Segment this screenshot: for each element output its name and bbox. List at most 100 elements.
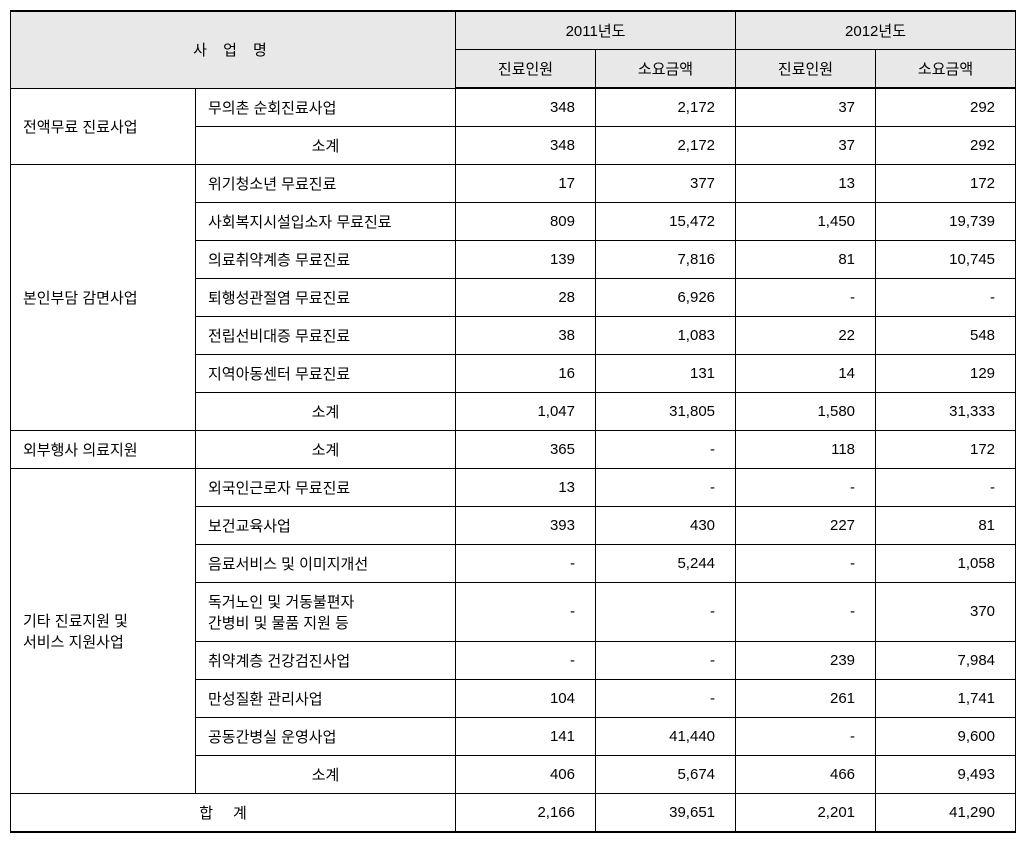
data-cell: 548 bbox=[876, 316, 1016, 354]
data-cell: - bbox=[596, 641, 736, 679]
data-cell: 22 bbox=[736, 316, 876, 354]
category-cell: 기타 진료지원 및 서비스 지원사업 bbox=[11, 468, 196, 793]
data-cell: 141 bbox=[456, 717, 596, 755]
table-header: 사 업 명 2011년도 2012년도 진료인원 소요금액 진료인원 소요금액 bbox=[11, 11, 1016, 88]
data-cell: 1,047 bbox=[456, 392, 596, 430]
header-y1-person: 진료인원 bbox=[456, 50, 596, 89]
subcategory-cell: 무의촌 순회진료사업 bbox=[196, 88, 456, 126]
header-y2-person: 진료인원 bbox=[736, 50, 876, 89]
category-cell: 본인부담 감면사업 bbox=[11, 164, 196, 430]
data-cell: 292 bbox=[876, 88, 1016, 126]
subcategory-cell: 퇴행성관절염 무료진료 bbox=[196, 278, 456, 316]
data-cell: 37 bbox=[736, 88, 876, 126]
subcategory-cell: 지역아동센터 무료진료 bbox=[196, 354, 456, 392]
data-cell: 39,651 bbox=[596, 793, 736, 832]
header-y2-amount: 소요금액 bbox=[876, 50, 1016, 89]
subcategory-cell: 음료서비스 및 이미지개선 bbox=[196, 544, 456, 582]
data-cell: 292 bbox=[876, 126, 1016, 164]
table-body: 전액무료 진료사업무의촌 순회진료사업3482,17237292소계3482,1… bbox=[11, 88, 1016, 832]
data-cell: - bbox=[736, 582, 876, 641]
data-cell: 41,290 bbox=[876, 793, 1016, 832]
subcategory-cell: 전립선비대증 무료진료 bbox=[196, 316, 456, 354]
data-cell: 19,739 bbox=[876, 202, 1016, 240]
subcategory-cell: 외국인근로자 무료진료 bbox=[196, 468, 456, 506]
total-row: 합계2,16639,6512,20141,290 bbox=[11, 793, 1016, 832]
data-cell: 430 bbox=[596, 506, 736, 544]
data-cell: 1,058 bbox=[876, 544, 1016, 582]
subcategory-cell: 취약계층 건강검진사업 bbox=[196, 641, 456, 679]
data-cell: 239 bbox=[736, 641, 876, 679]
subcategory-cell: 독거노인 및 거동불편자 간병비 및 물품 지원 등 bbox=[196, 582, 456, 641]
data-cell: 1,580 bbox=[736, 392, 876, 430]
data-cell: - bbox=[596, 468, 736, 506]
data-cell: - bbox=[596, 430, 736, 468]
data-cell: 2,166 bbox=[456, 793, 596, 832]
subtotal-label: 소계 bbox=[196, 392, 456, 430]
data-cell: 348 bbox=[456, 126, 596, 164]
data-cell: 2,172 bbox=[596, 126, 736, 164]
total-label: 합계 bbox=[11, 793, 456, 832]
data-cell: 31,805 bbox=[596, 392, 736, 430]
data-cell: - bbox=[456, 582, 596, 641]
data-cell: - bbox=[736, 544, 876, 582]
table-row: 전액무료 진료사업무의촌 순회진료사업3482,17237292 bbox=[11, 88, 1016, 126]
data-cell: 81 bbox=[736, 240, 876, 278]
data-cell: 129 bbox=[876, 354, 1016, 392]
data-cell: 17 bbox=[456, 164, 596, 202]
data-cell: - bbox=[456, 641, 596, 679]
header-y1-amount: 소요금액 bbox=[596, 50, 736, 89]
header-title: 사 업 명 bbox=[11, 11, 456, 88]
data-cell: 227 bbox=[736, 506, 876, 544]
subcategory-cell: 의료취약계층 무료진료 bbox=[196, 240, 456, 278]
data-cell: 131 bbox=[596, 354, 736, 392]
data-cell: 370 bbox=[876, 582, 1016, 641]
subcategory-cell: 만성질환 관리사업 bbox=[196, 679, 456, 717]
data-cell: 377 bbox=[596, 164, 736, 202]
data-cell: 13 bbox=[456, 468, 596, 506]
data-cell: 81 bbox=[876, 506, 1016, 544]
data-cell: 9,493 bbox=[876, 755, 1016, 793]
table-row: 기타 진료지원 및 서비스 지원사업외국인근로자 무료진료13--- bbox=[11, 468, 1016, 506]
data-cell: 28 bbox=[456, 278, 596, 316]
data-cell: 365 bbox=[456, 430, 596, 468]
subtotal-label: 소계 bbox=[196, 430, 456, 468]
business-table: 사 업 명 2011년도 2012년도 진료인원 소요금액 진료인원 소요금액 … bbox=[10, 10, 1016, 833]
subcategory-cell: 사회복지시설입소자 무료진료 bbox=[196, 202, 456, 240]
data-cell: 9,600 bbox=[876, 717, 1016, 755]
data-cell: 5,244 bbox=[596, 544, 736, 582]
data-cell: - bbox=[736, 468, 876, 506]
data-cell: 1,741 bbox=[876, 679, 1016, 717]
data-cell: 406 bbox=[456, 755, 596, 793]
data-cell: 38 bbox=[456, 316, 596, 354]
data-cell: - bbox=[596, 679, 736, 717]
subcategory-cell: 공동간병실 운영사업 bbox=[196, 717, 456, 755]
subtotal-label: 소계 bbox=[196, 755, 456, 793]
data-cell: 104 bbox=[456, 679, 596, 717]
data-cell: 10,745 bbox=[876, 240, 1016, 278]
data-cell: 41,440 bbox=[596, 717, 736, 755]
data-cell: 261 bbox=[736, 679, 876, 717]
data-cell: - bbox=[876, 468, 1016, 506]
data-cell: 172 bbox=[876, 430, 1016, 468]
category-cell: 전액무료 진료사업 bbox=[11, 88, 196, 164]
data-cell: 118 bbox=[736, 430, 876, 468]
data-cell: - bbox=[596, 582, 736, 641]
subtotal-row: 외부행사 의료지원소계365-118172 bbox=[11, 430, 1016, 468]
subcategory-cell: 위기청소년 무료진료 bbox=[196, 164, 456, 202]
subcategory-cell: 보건교육사업 bbox=[196, 506, 456, 544]
header-year2: 2012년도 bbox=[736, 11, 1016, 50]
data-cell: 139 bbox=[456, 240, 596, 278]
data-cell: 31,333 bbox=[876, 392, 1016, 430]
data-cell: 1,083 bbox=[596, 316, 736, 354]
data-cell: 809 bbox=[456, 202, 596, 240]
data-cell: 172 bbox=[876, 164, 1016, 202]
header-year1: 2011년도 bbox=[456, 11, 736, 50]
data-cell: 348 bbox=[456, 88, 596, 126]
data-cell: 2,172 bbox=[596, 88, 736, 126]
data-cell: 466 bbox=[736, 755, 876, 793]
data-cell: 14 bbox=[736, 354, 876, 392]
data-cell: 16 bbox=[456, 354, 596, 392]
data-cell: 37 bbox=[736, 126, 876, 164]
category-cell: 외부행사 의료지원 bbox=[11, 430, 196, 468]
subtotal-label: 소계 bbox=[196, 126, 456, 164]
